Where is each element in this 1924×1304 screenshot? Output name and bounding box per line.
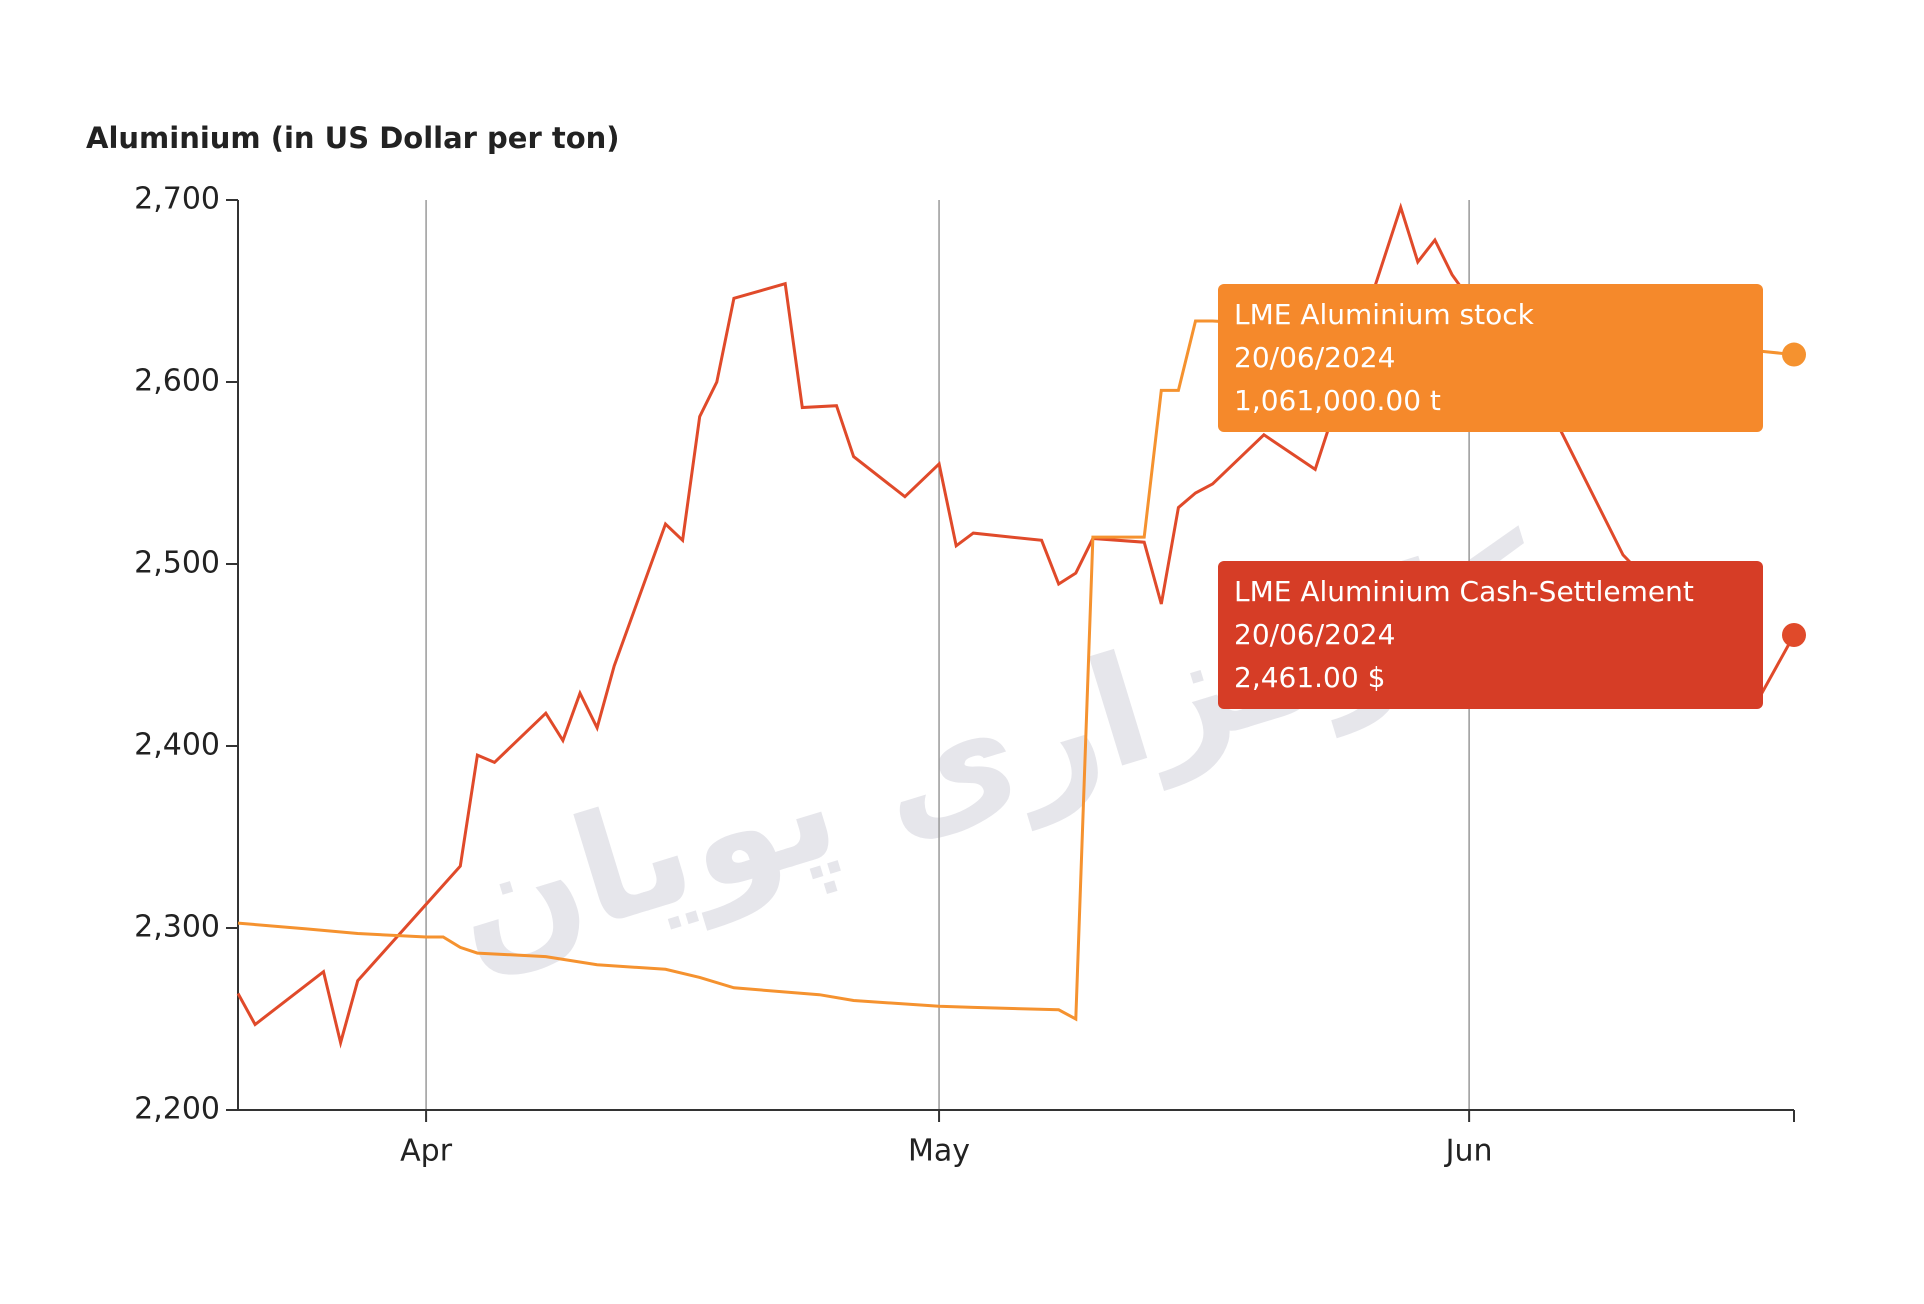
line (237, 319, 1795, 1022)
end-marker (1782, 622, 1806, 647)
tooltip-value: 1,061,000.00 t (1234, 384, 1441, 417)
chart-title: Aluminium (in US Dollar per ton) (86, 121, 620, 155)
x-tick-label: May (908, 1134, 970, 1169)
y-tick-label: 2,400 (134, 728, 220, 763)
x-tick-label: Jun (1444, 1134, 1493, 1169)
tooltip-value: 2,461.00 $ (1234, 661, 1385, 694)
x-tick-label: Apr (400, 1134, 453, 1169)
end-marker (1782, 342, 1806, 367)
tooltip: LME Aluminium stock 20/06/2024 1,061,000.0… (1218, 284, 1763, 432)
y-tick-label: 2,600 (134, 364, 220, 399)
y-tick-label: 2,700 (134, 182, 220, 217)
tooltip-box (1218, 561, 1763, 709)
tooltip-date: 20/06/2024 (1234, 341, 1395, 374)
tooltip-date: 20/06/2024 (1234, 618, 1395, 651)
y-tick-label: 2,300 (134, 910, 220, 945)
y-tick-label: 2,500 (134, 546, 220, 581)
tooltip-name: LME Aluminium Cash-Settlement (1234, 575, 1694, 608)
tooltip: LME Aluminium Cash-Settlement 20/06/2024 2… (1218, 561, 1763, 709)
y-tick-label: 2,200 (134, 1092, 220, 1127)
tooltip-name: LME Aluminium stock (1234, 298, 1535, 331)
tooltip-box (1218, 284, 1763, 432)
